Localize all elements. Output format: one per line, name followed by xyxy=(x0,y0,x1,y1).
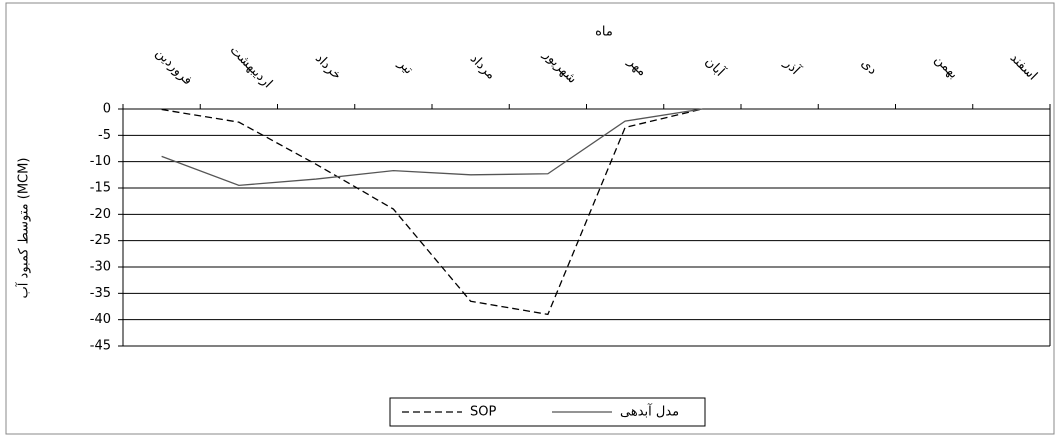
y-tick-label: -20 xyxy=(90,207,111,222)
legend-label: مدل آبدهی xyxy=(620,403,679,420)
y-tick-label: -30 xyxy=(90,260,111,275)
y-axis-title: متوسط کمبود آب (MCM) xyxy=(15,158,32,299)
y-tick-label: -25 xyxy=(90,233,111,248)
series-line xyxy=(161,108,703,187)
y-tick-label: -40 xyxy=(90,312,111,327)
legend-box xyxy=(389,397,706,427)
y-tick-label: -5 xyxy=(98,128,111,143)
legend-label: SOP xyxy=(470,405,496,420)
y-tick-label: -35 xyxy=(90,286,111,301)
y-tick-label: 0 xyxy=(103,102,111,117)
y-tick-label: -15 xyxy=(90,181,111,196)
x-axis-title: ماه xyxy=(595,25,613,40)
chart-border xyxy=(5,2,1055,435)
series-line xyxy=(161,108,703,316)
y-tick-label: -45 xyxy=(90,339,111,354)
legend: SOP مدل آبدهی xyxy=(389,397,706,427)
y-tick-label: -10 xyxy=(90,154,111,169)
